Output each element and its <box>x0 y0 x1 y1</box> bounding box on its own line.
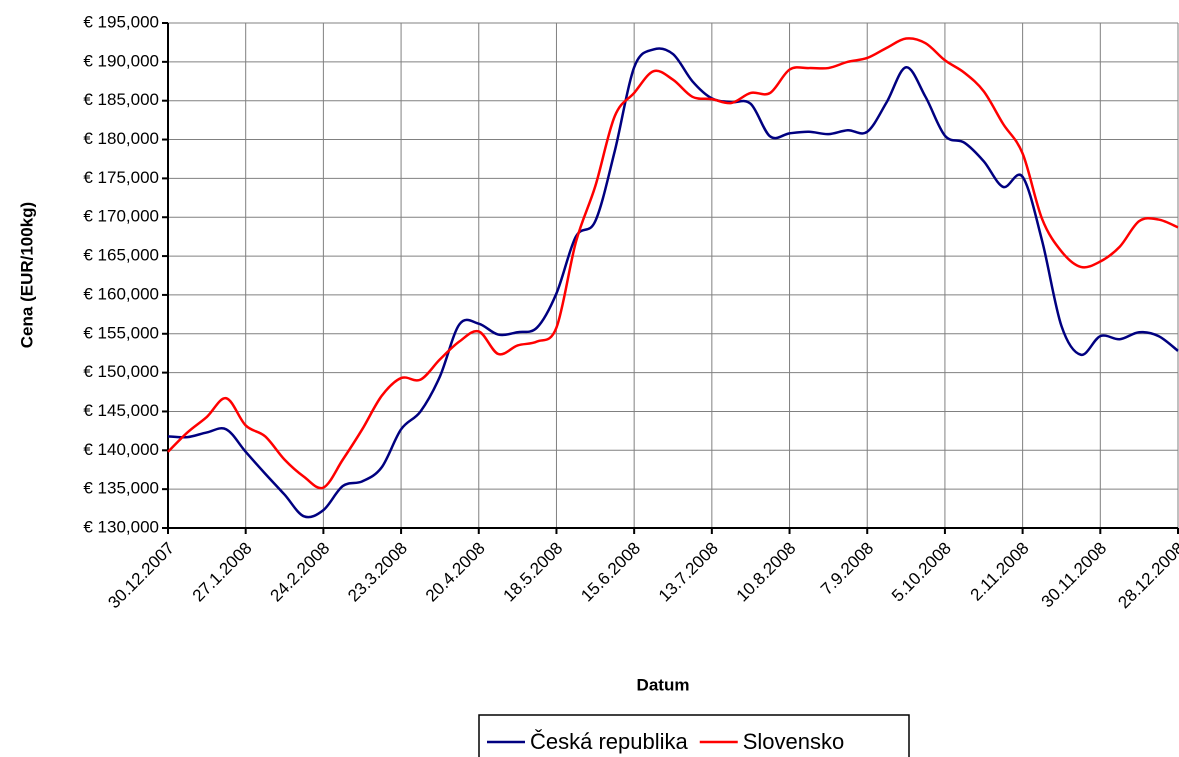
y-tick-label: € 155,000 <box>83 323 159 342</box>
x-tick-label: 13.7.2008 <box>655 539 722 606</box>
y-tick-label: € 195,000 <box>83 12 159 31</box>
x-tick-label: 5.10.2008 <box>888 539 955 606</box>
x-tick-label: 24.2.2008 <box>266 539 333 606</box>
y-tick-label: € 185,000 <box>83 90 159 109</box>
x-tick-label: 7.9.2008 <box>817 539 877 599</box>
x-tick-label: 2.11.2008 <box>967 539 1033 605</box>
x-tick-label: 23.3.2008 <box>344 539 411 606</box>
y-tick-label: € 170,000 <box>83 207 159 226</box>
y-tick-label: € 145,000 <box>83 401 159 420</box>
x-tick-label: 18.5.2008 <box>500 539 567 606</box>
y-tick-label: € 140,000 <box>83 440 159 459</box>
y-tick-label: € 165,000 <box>83 246 159 265</box>
y-tick-label: € 130,000 <box>83 517 159 536</box>
line-series <box>167 47 1179 519</box>
legend-label: Česká republika <box>530 729 689 754</box>
x-tick-label: 20.4.2008 <box>422 539 489 606</box>
y-tick-label: € 175,000 <box>83 168 159 187</box>
x-tick-label: 27.1.2008 <box>189 539 256 606</box>
legend-label: Slovensko <box>743 729 845 754</box>
x-tick-label: 15.6.2008 <box>577 539 644 606</box>
y-tick-label: € 190,000 <box>83 51 159 70</box>
y-tick-label: € 160,000 <box>83 284 159 303</box>
x-tick-label: 30.12.2007 <box>104 539 178 613</box>
line-series <box>167 37 1179 490</box>
x-tick-label: 28.12.2008 <box>1114 539 1179 613</box>
y-axis-title: Cena (EUR/100kg) <box>17 202 36 348</box>
legend-box <box>478 714 910 757</box>
y-tick-label: € 135,000 <box>83 479 159 498</box>
x-tick-label: 30.11.2008 <box>1038 539 1111 612</box>
x-axis-title: Datum <box>637 675 690 694</box>
y-tick-label: € 150,000 <box>83 362 159 381</box>
y-tick-label: € 180,000 <box>83 129 159 148</box>
x-tick-label: 10.8.2008 <box>733 539 800 606</box>
